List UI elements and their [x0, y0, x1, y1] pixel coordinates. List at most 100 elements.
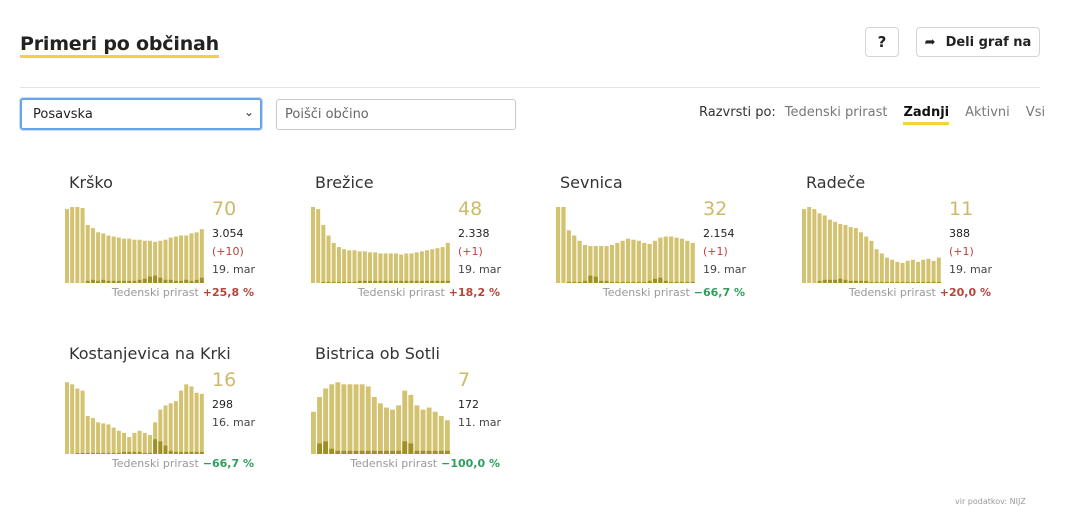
- chart-bar: [690, 242, 695, 283]
- chart-bar-secondary: [604, 280, 609, 283]
- chart-bar-secondary: [420, 450, 426, 454]
- chart-bar-secondary: [137, 451, 142, 454]
- chart-bar: [311, 411, 316, 454]
- municipality-card[interactable]: Bistrica ob Sotli 7 172 11. mar Tedenski pri…: [311, 344, 515, 494]
- last-date: 19. mar: [703, 263, 746, 276]
- chart-bar-secondary: [101, 279, 106, 283]
- chart-bar-secondary: [132, 280, 137, 283]
- chart-bar: [931, 260, 936, 283]
- chart-bar-secondary: [440, 280, 445, 283]
- chart-bar: [163, 239, 168, 283]
- share-button[interactable]: ➦ Deli graf na: [916, 27, 1040, 57]
- chart-bar: [444, 420, 450, 454]
- latest-count: 7: [458, 369, 471, 391]
- chart-bar: [822, 215, 827, 283]
- weekly-growth-value: −66,7 %: [202, 457, 254, 470]
- chart-bar: [106, 424, 111, 454]
- chart-bar-secondary: [609, 281, 615, 283]
- chart-bar-secondary: [921, 281, 926, 283]
- municipality-card[interactable]: Sevnica 32 2.154 (+1) 19. mar Tedenski priras…: [556, 173, 760, 323]
- chart-bar-secondary: [85, 452, 90, 454]
- chart-bar-secondary: [419, 280, 424, 283]
- page-title: Primeri po občinah: [20, 33, 219, 58]
- chart-bar-secondary: [399, 280, 404, 283]
- chart-bar: [122, 238, 127, 283]
- chart-bar: [404, 253, 409, 283]
- cases-bar-chart: [311, 207, 450, 283]
- chart-bar: [440, 247, 445, 283]
- municipality-search-input[interactable]: [276, 99, 516, 130]
- chart-bar-secondary: [173, 451, 178, 454]
- chart-bar: [636, 240, 641, 283]
- chart-bar-secondary: [414, 450, 420, 454]
- chart-bar: [812, 209, 817, 283]
- chart-bar-secondary: [853, 280, 858, 283]
- chart-bar-secondary: [869, 281, 874, 283]
- chart-bar: [843, 224, 848, 283]
- chart-bar: [75, 388, 80, 454]
- chart-bar: [142, 432, 147, 454]
- sort-option-latest[interactable]: Zadnji: [903, 105, 950, 125]
- chart-bar: [147, 435, 152, 454]
- municipality-card[interactable]: Kostanjevica na Krki 16 298 16. mar Tedenski…: [65, 344, 269, 494]
- weekly-growth-label: Tedenski prirast: [111, 286, 199, 299]
- chart-bar-secondary: [843, 279, 848, 283]
- chart-bar: [373, 252, 378, 283]
- chart-bar-secondary: [163, 445, 168, 454]
- chart-bar-secondary: [163, 279, 168, 283]
- share-button-label: Deli graf na: [945, 34, 1032, 50]
- chart-bar: [409, 253, 414, 283]
- chart-bar-secondary: [116, 280, 121, 283]
- total-count: 3.054: [212, 227, 244, 240]
- chart-bar: [70, 207, 75, 283]
- total-count: 388: [949, 227, 970, 240]
- latest-count: 48: [458, 198, 483, 220]
- chart-bar-secondary: [189, 451, 194, 454]
- chart-bar: [399, 254, 404, 283]
- chart-bar-secondary: [347, 450, 353, 454]
- chart-bar: [85, 224, 90, 283]
- chart-bar: [408, 394, 414, 454]
- chart-bar-secondary: [669, 281, 674, 283]
- chart-bar-secondary: [408, 443, 414, 454]
- sort-option-weekly-growth[interactable]: Tedenski prirast: [784, 105, 888, 120]
- chart-bar: [111, 236, 116, 283]
- help-button[interactable]: ?: [865, 27, 899, 57]
- chart-bar: [132, 239, 137, 283]
- sort-option-active[interactable]: Aktivni: [965, 105, 1010, 120]
- chart-bar-secondary: [864, 280, 869, 283]
- chart-bar-secondary: [430, 280, 435, 283]
- chart-bar-secondary: [122, 280, 127, 283]
- chart-bar: [168, 237, 173, 283]
- chart-bar: [388, 253, 393, 283]
- sort-option-all[interactable]: Vsi: [1025, 105, 1046, 120]
- chart-bar-secondary: [137, 279, 142, 283]
- chart-bar: [96, 232, 101, 283]
- region-select[interactable]: Posavska ⌄: [20, 98, 262, 130]
- weekly-growth: Tedenski prirast −66,7 %: [560, 286, 745, 299]
- municipality-card[interactable]: Brežice 48 2.338 (+1) 19. mar Tedenski priras…: [311, 173, 515, 323]
- chart-bar: [85, 416, 90, 454]
- chart-bar: [158, 240, 163, 283]
- chart-bar-secondary: [158, 277, 163, 283]
- chart-bar: [383, 253, 388, 283]
- chart-bar: [184, 235, 189, 283]
- chart-bar: [101, 233, 106, 283]
- municipality-card[interactable]: Radeče 11 388 (+1) 19. mar Tedenski prirast +2…: [802, 173, 1006, 323]
- chart-bar-secondary: [884, 281, 889, 283]
- chart-bar-secondary: [435, 280, 440, 283]
- chart-bar: [368, 252, 373, 283]
- chart-bar: [658, 237, 663, 283]
- data-source-note: vir podatkov: NIJZ: [955, 497, 1026, 506]
- chart-bar-secondary: [599, 280, 604, 283]
- chart-bar: [365, 386, 371, 454]
- municipality-card[interactable]: Krško 70 3.054 (+10) 19. mar Tedenski prirast…: [65, 173, 269, 323]
- last-date: 11. mar: [458, 416, 501, 429]
- chart-bar: [577, 240, 582, 283]
- chart-bar-secondary: [122, 451, 127, 454]
- chart-bar: [111, 427, 116, 454]
- chart-bar: [132, 432, 137, 454]
- daily-delta: (+10): [212, 245, 244, 258]
- chart-bar: [430, 249, 435, 283]
- municipality-name: Bistrica ob Sotli: [315, 344, 440, 363]
